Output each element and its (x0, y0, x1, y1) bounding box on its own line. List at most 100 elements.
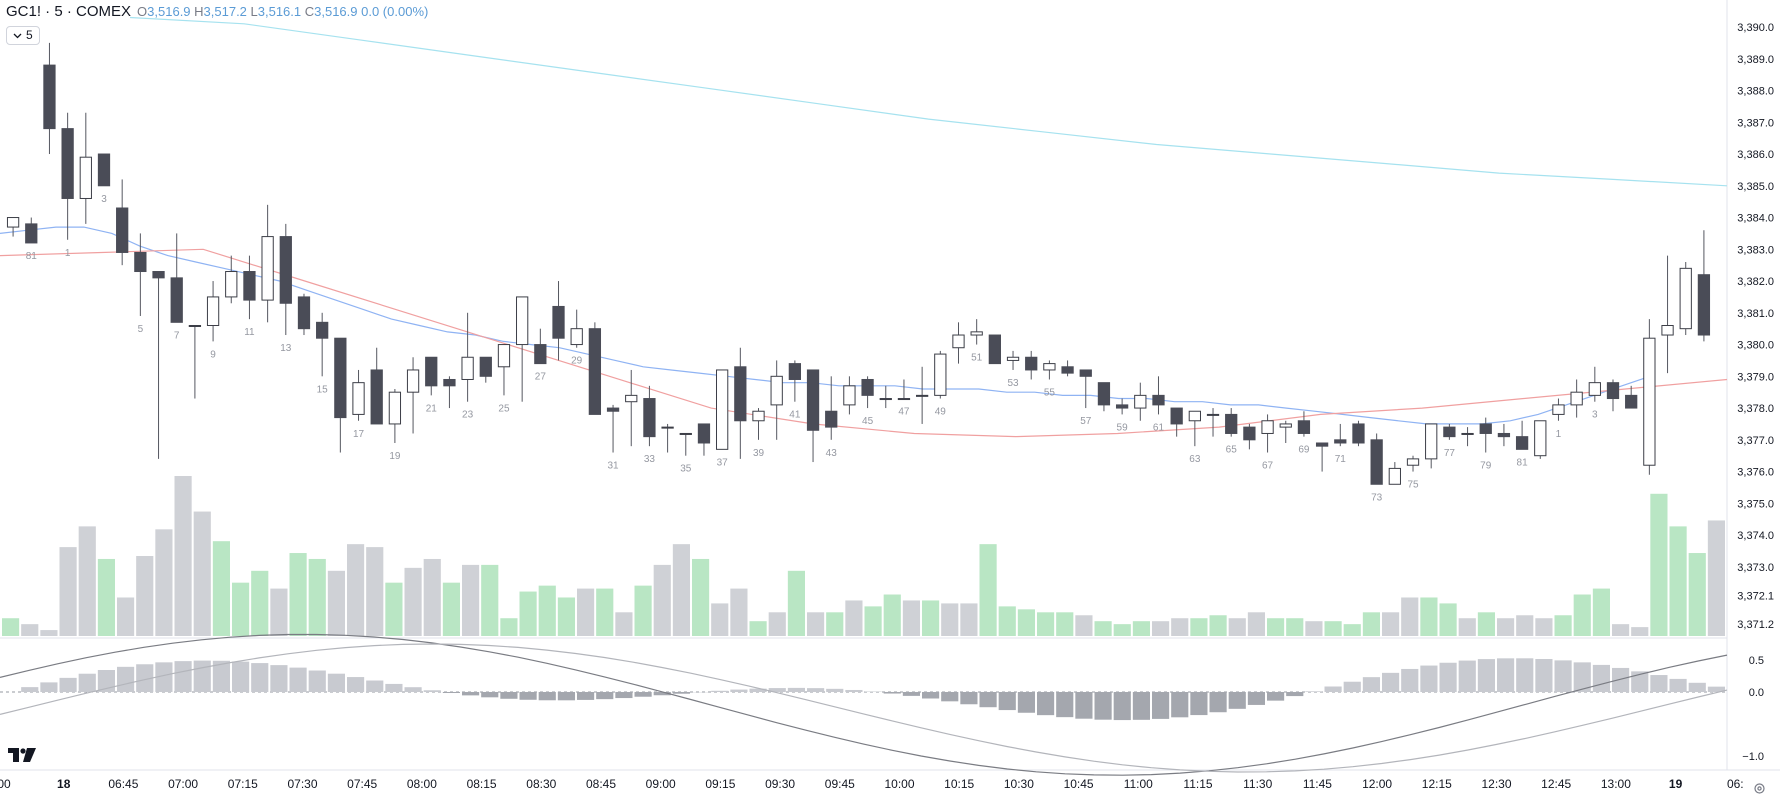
candle[interactable] (461, 312, 474, 402)
interval-dropdown-button[interactable]: 5 (6, 26, 40, 45)
candle[interactable] (1315, 442, 1329, 472)
candle[interactable] (697, 423, 711, 456)
candle[interactable] (661, 423, 674, 453)
candle[interactable] (225, 255, 238, 304)
candle[interactable] (770, 360, 783, 440)
candle[interactable] (425, 356, 438, 396)
candle[interactable] (1388, 462, 1401, 485)
candle[interactable] (1679, 261, 1692, 336)
candle[interactable] (170, 233, 183, 323)
gear-icon[interactable] (1753, 782, 1766, 795)
candle[interactable] (1134, 382, 1147, 421)
candle[interactable] (716, 369, 729, 450)
candle[interactable] (679, 432, 692, 456)
candle[interactable] (1370, 433, 1383, 485)
candle[interactable] (806, 369, 820, 463)
candle[interactable] (6, 217, 20, 237)
candle[interactable] (879, 385, 892, 409)
candle[interactable] (443, 376, 456, 409)
candle[interactable] (1170, 407, 1183, 437)
candle[interactable] (552, 281, 565, 361)
candle[interactable] (334, 337, 347, 453)
candle[interactable] (1534, 420, 1547, 459)
candle[interactable] (1188, 410, 1201, 447)
candle[interactable] (734, 347, 747, 459)
candle[interactable] (934, 350, 947, 399)
candle[interactable] (643, 385, 656, 447)
candle[interactable] (1334, 423, 1347, 447)
candle[interactable] (988, 334, 1001, 365)
tradingview-logo-icon[interactable] (8, 748, 36, 762)
candle[interactable] (116, 179, 129, 266)
candle[interactable] (1425, 423, 1438, 469)
candle[interactable] (1061, 360, 1074, 377)
candle[interactable] (1352, 420, 1365, 447)
price-axis[interactable]: 3,390.0 3,389.0 3,388.0 3,387.0 3,386.0 3,385… (1737, 22, 1774, 631)
candle[interactable] (1406, 455, 1420, 472)
candle[interactable] (206, 281, 220, 342)
candle[interactable] (388, 389, 402, 443)
candle[interactable] (625, 369, 638, 447)
candle[interactable] (1206, 408, 1220, 437)
candle[interactable] (952, 322, 965, 364)
candle[interactable] (479, 356, 492, 383)
candle[interactable] (588, 322, 602, 415)
candle[interactable] (261, 204, 274, 323)
candle[interactable] (370, 347, 383, 425)
candle[interactable] (1025, 350, 1038, 380)
symbol-title[interactable]: GC1! · 5 · COMEX (6, 3, 132, 20)
candlesticks[interactable] (6, 42, 1711, 485)
candle[interactable] (1097, 382, 1111, 412)
candle[interactable] (606, 404, 620, 453)
candle[interactable] (1297, 411, 1311, 437)
candle[interactable] (752, 408, 765, 440)
candle[interactable] (897, 379, 911, 401)
candle[interactable] (1079, 369, 1092, 409)
candle[interactable] (188, 325, 202, 399)
candle[interactable] (970, 319, 983, 345)
candle[interactable] (243, 255, 256, 320)
candle[interactable] (279, 223, 292, 336)
candle[interactable] (1043, 360, 1056, 380)
candle[interactable] (1152, 376, 1165, 415)
candle[interactable] (134, 233, 147, 316)
candle[interactable] (43, 42, 56, 155)
candle[interactable] (915, 366, 929, 424)
candle[interactable] (1279, 420, 1292, 443)
candle[interactable] (25, 217, 38, 244)
candle[interactable] (316, 312, 329, 377)
candle[interactable] (352, 369, 365, 421)
candle[interactable] (1661, 255, 1674, 374)
candle[interactable] (1006, 350, 1020, 370)
candle[interactable] (61, 112, 74, 240)
candle[interactable] (1461, 427, 1474, 447)
candle[interactable] (1261, 414, 1274, 453)
candle[interactable] (79, 112, 92, 224)
candle[interactable] (516, 296, 529, 402)
candle[interactable] (1515, 420, 1529, 450)
candle[interactable] (534, 328, 547, 365)
candle[interactable] (1443, 423, 1456, 440)
candle[interactable] (861, 376, 874, 409)
candle[interactable] (152, 271, 165, 459)
candle[interactable] (1570, 379, 1583, 418)
candle[interactable] (570, 309, 583, 348)
candle[interactable] (1243, 423, 1256, 450)
candle[interactable] (1588, 366, 1601, 402)
candle[interactable] (1479, 417, 1492, 453)
candle[interactable] (1115, 398, 1129, 415)
candle[interactable] (1625, 385, 1638, 409)
candle[interactable] (843, 376, 856, 415)
candle[interactable] (1697, 230, 1711, 342)
candle[interactable] (1643, 319, 1656, 475)
candle[interactable] (1552, 398, 1565, 421)
candle[interactable] (406, 357, 420, 434)
candle[interactable] (97, 153, 111, 187)
candle[interactable] (1497, 423, 1511, 447)
candle[interactable] (297, 293, 311, 336)
candle[interactable] (1606, 379, 1620, 412)
candle[interactable] (788, 360, 802, 402)
candle[interactable] (825, 376, 838, 440)
candle[interactable] (497, 344, 511, 396)
